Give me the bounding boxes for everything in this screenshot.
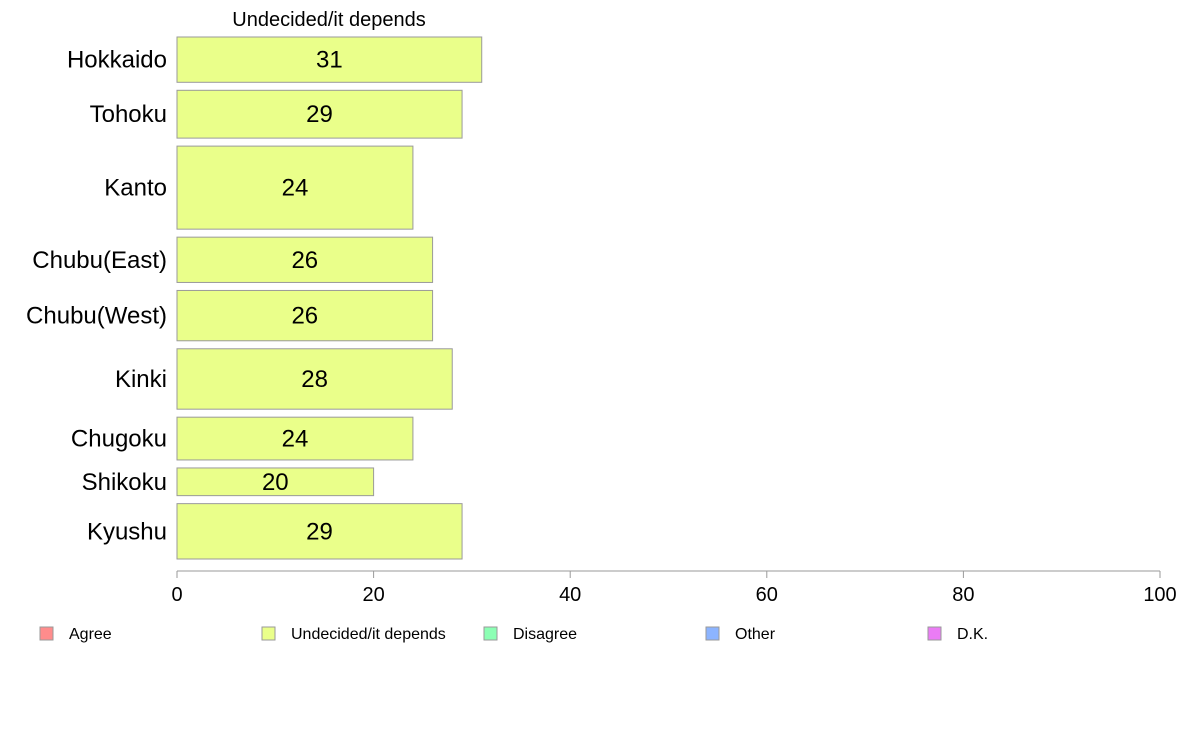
category-label: Shikoku: [82, 469, 167, 496]
legend-label: Agree: [69, 626, 112, 643]
legend-swatch: [483, 626, 498, 641]
legend-label: Undecided/it depends: [291, 626, 446, 643]
bar-shikoku: [176, 467, 375, 497]
x-tick-label: 80: [952, 584, 974, 606]
bar-kanto: [176, 145, 414, 230]
bar-value-label: 20: [262, 469, 289, 496]
x-tick-label: 100: [1143, 584, 1176, 606]
bar-chubu-west: [176, 289, 434, 342]
bar-kyushu: [176, 503, 463, 560]
x-tick-label: 0: [171, 584, 182, 606]
bar-value-label: 29: [306, 101, 333, 128]
x-tick-label: 40: [559, 584, 581, 606]
bar-chubu-east: [176, 236, 434, 283]
chart-title: Undecided/it depends: [232, 9, 425, 31]
category-label: Chugoku: [71, 426, 167, 453]
category-label: Hokkaido: [67, 47, 167, 74]
legend-label: Other: [735, 626, 776, 643]
bar-value-label: 24: [282, 175, 309, 202]
category-label: Kinki: [115, 366, 167, 393]
bar-value-label: 31: [316, 47, 343, 74]
legend-label: D.K.: [957, 626, 988, 643]
category-label: Chubu(West): [26, 303, 167, 330]
legend-swatch: [261, 626, 276, 641]
bar-chugoku: [176, 416, 414, 461]
bar-value-label: 29: [306, 518, 333, 545]
bar-kinki: [176, 348, 453, 410]
x-tick-label: 60: [756, 584, 778, 606]
x-tick-label: 20: [362, 584, 384, 606]
category-label: Kanto: [104, 175, 167, 202]
category-label: Kyushu: [87, 518, 167, 545]
bar-value-label: 26: [291, 247, 318, 274]
legend-swatch: [705, 626, 720, 641]
category-label: Chubu(East): [32, 247, 167, 274]
bar-tohoku: [176, 89, 463, 139]
legend-swatch: [927, 626, 942, 641]
legend-swatch: [39, 626, 54, 641]
bar-value-label: 24: [282, 426, 309, 453]
bar-hokkaido: [176, 36, 483, 83]
bar-value-label: 28: [301, 366, 328, 393]
bar-value-label: 26: [291, 303, 318, 330]
legend-label: Disagree: [513, 626, 577, 643]
category-label: Tohoku: [90, 101, 167, 128]
